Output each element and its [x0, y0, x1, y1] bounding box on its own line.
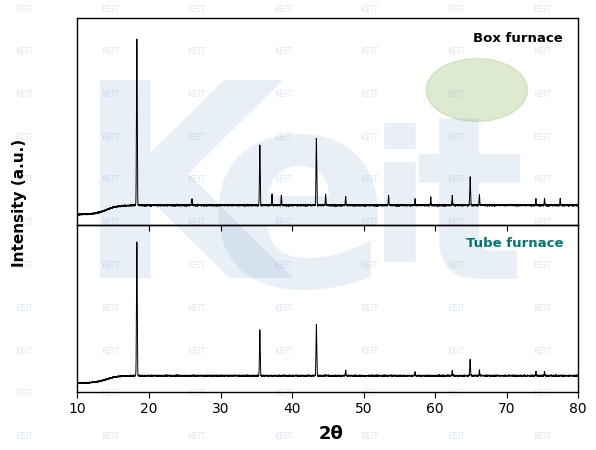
Text: Intensity (a.u.): Intensity (a.u.)	[12, 139, 27, 266]
Text: KEIT: KEIT	[361, 4, 378, 13]
Text: KEIT: KEIT	[101, 346, 119, 356]
Text: KEIT: KEIT	[361, 432, 378, 441]
Text: KEIT: KEIT	[533, 389, 551, 398]
Text: KEIT: KEIT	[533, 304, 551, 313]
Text: KEIT: KEIT	[361, 47, 378, 56]
Text: KEIT: KEIT	[274, 346, 292, 356]
Text: KEIT: KEIT	[274, 218, 292, 227]
Text: Tube furnace: Tube furnace	[465, 237, 563, 250]
Text: KEIT: KEIT	[447, 218, 465, 227]
Text: KEIT: KEIT	[15, 304, 33, 313]
Text: KEIT: KEIT	[188, 261, 206, 270]
Text: KEIT: KEIT	[447, 389, 465, 398]
Ellipse shape	[426, 58, 527, 122]
Text: KEIT: KEIT	[101, 389, 119, 398]
Text: KEIT: KEIT	[274, 90, 292, 99]
Text: KEIT: KEIT	[533, 133, 551, 142]
Text: KEIT: KEIT	[101, 432, 119, 441]
Text: KEIT: KEIT	[361, 304, 378, 313]
Text: KEIT: KEIT	[361, 261, 378, 270]
Text: KEIT: KEIT	[274, 47, 292, 56]
Text: KEIT: KEIT	[274, 133, 292, 142]
Text: KEIT: KEIT	[361, 218, 378, 227]
Text: KEIT: KEIT	[15, 133, 33, 142]
Text: KEIT: KEIT	[15, 346, 33, 356]
Text: KEIT: KEIT	[188, 176, 206, 184]
Text: KEIT: KEIT	[188, 304, 206, 313]
Text: KEIT: KEIT	[188, 4, 206, 13]
Text: KEIT: KEIT	[15, 261, 33, 270]
Text: KEIT: KEIT	[188, 133, 206, 142]
Text: KEIT: KEIT	[447, 346, 465, 356]
Text: KEIT: KEIT	[101, 218, 119, 227]
Text: Box furnace: Box furnace	[473, 32, 563, 45]
Text: KEIT: KEIT	[447, 261, 465, 270]
Text: KEIT: KEIT	[274, 389, 292, 398]
Text: KEIT: KEIT	[447, 4, 465, 13]
Text: KEIT: KEIT	[188, 389, 206, 398]
Text: KEIT: KEIT	[274, 4, 292, 13]
Text: KEIT: KEIT	[274, 304, 292, 313]
Text: i: i	[368, 123, 430, 300]
Text: KEIT: KEIT	[361, 176, 378, 184]
Text: KEIT: KEIT	[533, 346, 551, 356]
Text: KEIT: KEIT	[15, 90, 33, 99]
Text: KEIT: KEIT	[447, 176, 465, 184]
Text: KEIT: KEIT	[101, 304, 119, 313]
Text: KEIT: KEIT	[533, 432, 551, 441]
Text: KEIT: KEIT	[188, 346, 206, 356]
Text: KEIT: KEIT	[15, 4, 33, 13]
Text: KEIT: KEIT	[188, 218, 206, 227]
Text: KEIT: KEIT	[447, 47, 465, 56]
Text: KEIT: KEIT	[533, 218, 551, 227]
Text: t: t	[416, 105, 526, 327]
Text: KEIT: KEIT	[101, 90, 119, 99]
Text: KEIT: KEIT	[274, 176, 292, 184]
Text: KEIT: KEIT	[447, 133, 465, 142]
Text: KEIT: KEIT	[188, 432, 206, 441]
Text: KEIT: KEIT	[361, 389, 378, 398]
Text: KEIT: KEIT	[15, 389, 33, 398]
Text: KEIT: KEIT	[188, 47, 206, 56]
Text: KEIT: KEIT	[15, 218, 33, 227]
Text: KEIT: KEIT	[274, 261, 292, 270]
Text: KEIT: KEIT	[15, 432, 33, 441]
Text: KEIT: KEIT	[15, 176, 33, 184]
Text: KEIT: KEIT	[533, 261, 551, 270]
Text: KEIT: KEIT	[274, 432, 292, 441]
Text: e: e	[206, 81, 390, 342]
Text: KEIT: KEIT	[533, 47, 551, 56]
Text: KEIT: KEIT	[188, 90, 206, 99]
Text: KEIT: KEIT	[361, 90, 378, 99]
Text: KEIT: KEIT	[361, 133, 378, 142]
Text: K: K	[74, 72, 284, 333]
Text: KEIT: KEIT	[101, 4, 119, 13]
Text: KEIT: KEIT	[447, 90, 465, 99]
Text: KEIT: KEIT	[533, 176, 551, 184]
Text: 2θ: 2θ	[318, 425, 343, 443]
Text: KEIT: KEIT	[533, 90, 551, 99]
Text: KEIT: KEIT	[447, 304, 465, 313]
Text: KEIT: KEIT	[101, 176, 119, 184]
Text: KEIT: KEIT	[533, 4, 551, 13]
Text: KEIT: KEIT	[101, 47, 119, 56]
Text: KEIT: KEIT	[101, 261, 119, 270]
Text: KEIT: KEIT	[447, 432, 465, 441]
Text: KEIT: KEIT	[101, 133, 119, 142]
Text: KEIT: KEIT	[361, 346, 378, 356]
Text: KEIT: KEIT	[15, 47, 33, 56]
